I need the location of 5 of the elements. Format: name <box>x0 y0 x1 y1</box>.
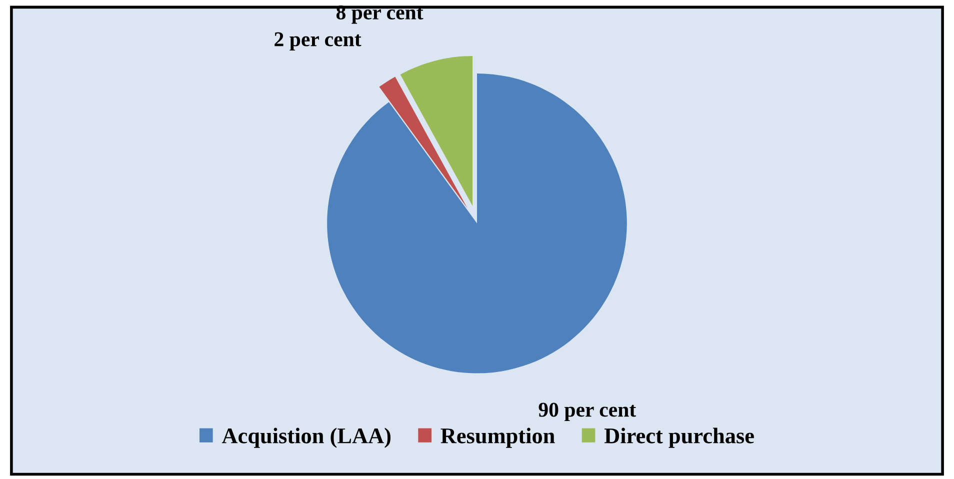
legend-label: Acquistion (LAA) <box>222 428 391 448</box>
data-label: 90 per cent <box>538 402 636 422</box>
legend-label: Resumption <box>440 428 555 448</box>
data-label: 2 per cent <box>274 32 362 51</box>
legend-label: Direct purchase <box>604 428 754 448</box>
